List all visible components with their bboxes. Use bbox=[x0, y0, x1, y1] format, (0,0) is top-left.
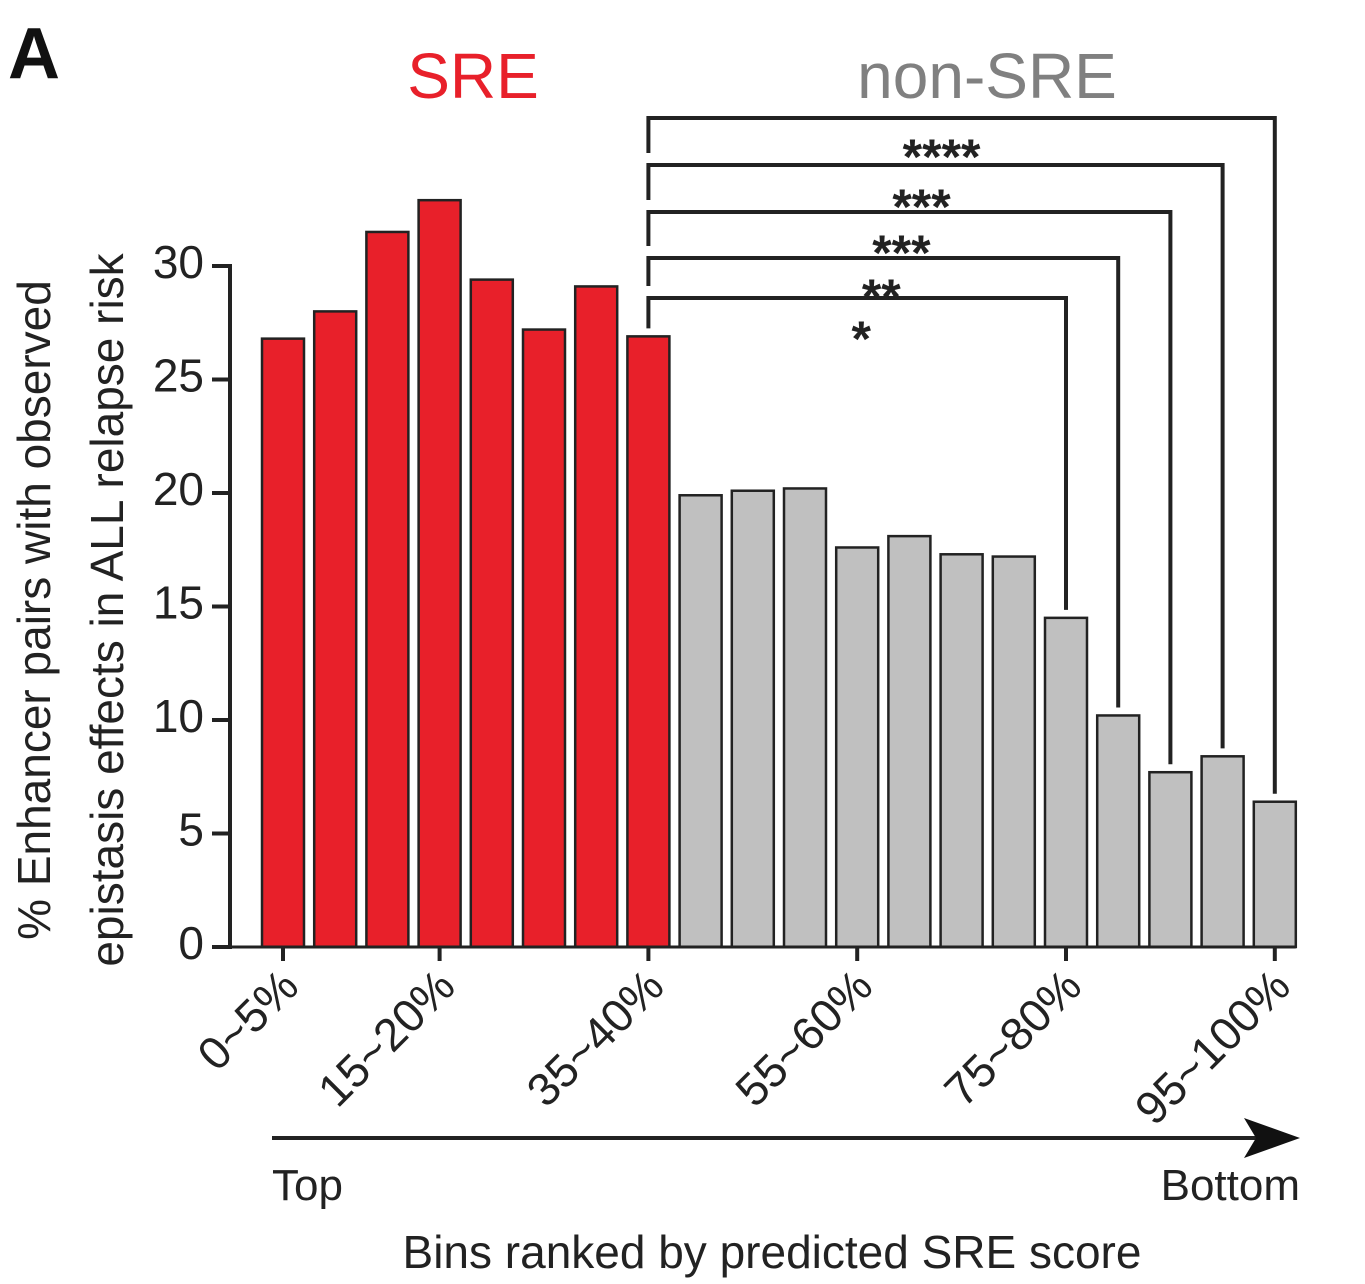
bar-sre-7 bbox=[626, 335, 671, 949]
group-label-sre: SRE bbox=[407, 40, 539, 112]
x-tick-label-15: 75~80% bbox=[934, 959, 1091, 1116]
x-tick-label-19: 95~100% bbox=[1125, 959, 1300, 1134]
x-tick-label-3: 15~20% bbox=[308, 959, 465, 1116]
bar-non-sre-11 bbox=[834, 546, 880, 949]
significance-label-4: **** bbox=[903, 129, 981, 185]
bar-non-sre-12 bbox=[887, 534, 932, 949]
group-label-non-sre: non-SRE bbox=[857, 40, 1117, 112]
significance-label-3: *** bbox=[892, 179, 951, 235]
bar-non-sre-13 bbox=[939, 553, 984, 949]
bar-non-sre-8 bbox=[678, 494, 723, 949]
bar-non-sre-16 bbox=[1095, 714, 1141, 949]
bar-sre-0 bbox=[260, 337, 306, 949]
bar-sre-3 bbox=[417, 198, 462, 949]
bar-sre-2 bbox=[365, 230, 410, 949]
bars bbox=[260, 198, 1298, 949]
panel-label: A bbox=[8, 14, 60, 94]
y-axis-title: % Enhancer pairs with observed epistasis… bbox=[8, 252, 133, 966]
significance-label-2: *** bbox=[872, 225, 931, 281]
significance-bracket-4 bbox=[646, 116, 1277, 794]
bar-non-sre-19 bbox=[1252, 800, 1298, 949]
bar-sre-6 bbox=[573, 285, 619, 949]
significance-bracket-2 bbox=[646, 210, 1173, 765]
y-axis-label-line2: epistasis effects in ALL relapse risk bbox=[81, 252, 133, 966]
significance-label-1: ** bbox=[862, 269, 901, 325]
significance-brackets: ************* bbox=[646, 116, 1277, 794]
arrow-head-icon bbox=[1244, 1118, 1300, 1158]
direction-start-label: Top bbox=[272, 1161, 343, 1210]
bar-non-sre-9 bbox=[730, 489, 776, 949]
bar-sre-4 bbox=[469, 278, 515, 949]
bar-non-sre-10 bbox=[782, 487, 828, 949]
significance-bracket-3 bbox=[646, 163, 1225, 749]
bar-non-sre-17 bbox=[1148, 770, 1193, 949]
y-tick-label-30: 30 bbox=[153, 236, 204, 288]
y-tick-label-0: 0 bbox=[178, 917, 204, 969]
y-axis: 0 5 10 15 20 25 30 bbox=[153, 236, 232, 969]
x-tick-label-11: 55~60% bbox=[725, 959, 882, 1116]
bar-non-sre-14 bbox=[991, 555, 1037, 949]
y-tick-label-20: 20 bbox=[153, 463, 204, 515]
y-tick-label-5: 5 bbox=[178, 804, 204, 856]
x-tick-label-7: 35~40% bbox=[516, 959, 673, 1116]
y-tick-label-25: 25 bbox=[153, 350, 204, 402]
bar-non-sre-15 bbox=[1043, 616, 1089, 949]
significance-label-0: * bbox=[851, 311, 871, 367]
direction-arrow: Top Bottom bbox=[272, 1118, 1300, 1210]
bar-sre-5 bbox=[521, 328, 567, 949]
y-axis-label-line1: % Enhancer pairs with observed bbox=[8, 280, 60, 940]
bar-non-sre-18 bbox=[1200, 755, 1245, 949]
significance-bracket-1 bbox=[646, 256, 1121, 708]
x-tick-label-0: 0~5% bbox=[187, 959, 308, 1080]
significance-bracket-0 bbox=[646, 296, 1068, 610]
x-axis-label: Bins ranked by predicted SRE score bbox=[403, 1226, 1142, 1278]
bar-sre-1 bbox=[312, 310, 358, 949]
y-tick-label-10: 10 bbox=[153, 690, 204, 742]
x-axis: 0~5% 15~20% 35~40% 55~60% 75~80% 95~100% bbox=[187, 945, 1300, 1134]
direction-end-label: Bottom bbox=[1161, 1161, 1300, 1210]
y-tick-label-15: 15 bbox=[153, 577, 204, 629]
